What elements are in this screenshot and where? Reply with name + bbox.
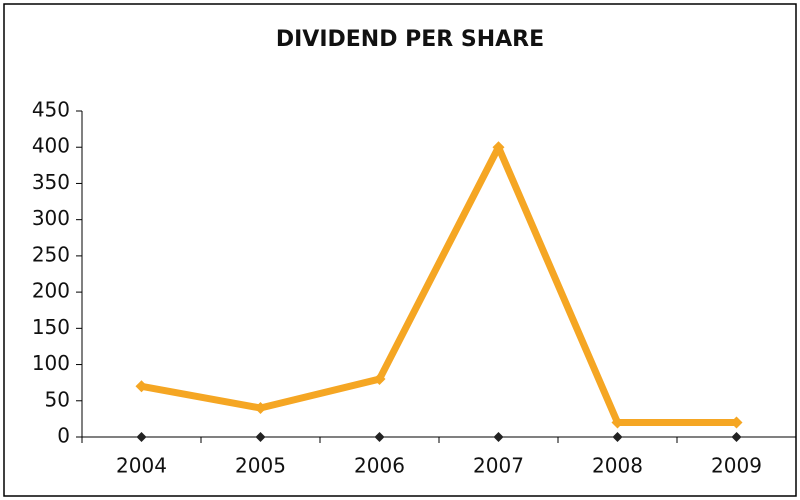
x-tick-label: 2007 — [473, 454, 524, 478]
y-tick-label: 0 — [57, 424, 70, 448]
chart-border — [3, 3, 797, 497]
y-tick-label: 450 — [32, 98, 70, 122]
chart-title: DIVIDEND PER SHARE — [276, 27, 544, 52]
point-marker — [255, 432, 266, 442]
point-marker — [135, 380, 148, 393]
point-marker — [611, 416, 624, 429]
y-tick-label: 50 — [45, 387, 70, 411]
x-tick-label: 2005 — [235, 454, 286, 478]
x-tick-label: 2009 — [711, 454, 762, 478]
y-tick-label: 100 — [32, 351, 70, 375]
y-tick-label: 200 — [32, 279, 70, 303]
point-marker — [136, 432, 147, 442]
y-tick-label: 300 — [32, 206, 70, 230]
point-marker — [493, 432, 504, 442]
y-tick-label: 250 — [32, 242, 70, 266]
x-tick-label: 2004 — [116, 454, 167, 478]
y-tick-label: 350 — [32, 170, 70, 194]
point-marker — [730, 416, 743, 429]
point-marker — [254, 402, 267, 415]
x-tick-label: 2006 — [354, 454, 405, 478]
y-tick-label: 400 — [32, 134, 70, 158]
x-tick-label: 2008 — [592, 454, 643, 478]
point-marker — [374, 432, 385, 442]
point-marker — [612, 432, 623, 442]
point-marker — [373, 373, 386, 386]
point-marker — [492, 141, 505, 154]
point-marker — [731, 432, 742, 442]
line — [140, 143, 737, 427]
y-tick-label: 150 — [32, 315, 70, 339]
